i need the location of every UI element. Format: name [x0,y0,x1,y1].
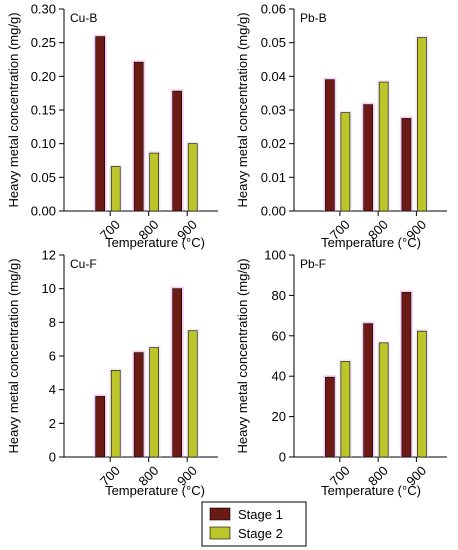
y-tick-label: 0.02 [261,136,286,151]
x-axis-label: Temperature (°C) [321,483,421,498]
bar-stage-1-800 [133,61,144,212]
x-axis-label: Temperature (°C) [105,483,205,498]
bar-stage-2-800 [149,347,159,458]
y-tick-label: 0.06 [261,2,286,17]
x-axis-label: Temperature (°C) [105,235,205,250]
y-tick-label: 80 [272,288,286,303]
y-tick-label: 100 [264,248,286,263]
bar-stage-2-800 [378,81,389,212]
bar-stage-1-900 [172,90,182,212]
bar-stage-2-700 [110,370,121,458]
y-tick-label: 60 [272,328,286,343]
legend: Stage 1 Stage 2 [201,501,307,547]
y-tick-label: 0.15 [31,103,56,118]
panel-label: Pb-F [300,257,326,271]
panel-label: Cu-F [70,257,97,271]
y-axis-label: Heavy metal concentration (mg/g) [235,258,250,453]
bar-stage-1-900 [401,118,412,212]
bar-stage-1-700 [95,36,105,212]
y-axis-label: Heavy metal concentration (mg/g) [235,12,250,207]
y-tick-label: 12 [42,248,56,263]
bar-stage-2-800 [149,152,159,212]
bar-stage-2-800 [378,342,389,458]
y-tick-label: 8 [49,315,56,330]
y-tick-label: 6 [49,349,56,364]
y-tick-label: 0.01 [261,170,286,185]
bar-stage-1-800 [363,323,373,458]
y-tick-label: 0.30 [31,2,56,17]
y-tick-label: 0.10 [31,136,56,151]
bar-stage-2-900 [187,143,198,212]
bar-stage-1-800 [363,104,373,212]
bar-stage-2-900 [417,330,427,458]
panel-label: Pb-B [300,11,327,25]
y-axis-label: Heavy metal concentration (mg/g) [6,258,21,453]
y-tick-label: 40 [272,369,286,384]
y-tick-label: 2 [49,416,56,431]
y-tick-label: 0.03 [261,103,286,118]
bar-stage-2-700 [110,166,121,212]
y-tick-label: 0 [279,450,286,465]
bar-stage-1-900 [401,292,412,458]
legend-swatch-stage-1 [209,507,231,521]
bar-stage-2-700 [340,112,351,212]
bar-stage-1-700 [325,79,335,212]
y-tick-label: 0.05 [31,170,56,185]
y-tick-label: 4 [49,382,56,397]
y-tick-label: 0.00 [261,204,286,219]
bar-stage-1-700 [95,396,105,458]
legend-label-stage-2: Stage 2 [238,526,283,541]
y-tick-label: 0.00 [31,204,56,219]
panel-label: Cu-B [70,11,97,25]
y-tick-label: 0.20 [31,69,56,84]
y-tick-label: 0.04 [261,69,286,84]
y-tick-label: 0.05 [261,35,286,50]
y-tick-label: 10 [42,281,56,296]
y-tick-label: 0.25 [31,35,56,50]
legend-label-stage-1: Stage 1 [238,507,283,522]
legend-swatch-stage-2 [209,526,231,540]
bar-stage-2-900 [187,330,198,458]
bar-stage-1-700 [325,376,335,458]
bar-stage-2-700 [340,361,351,458]
bar-stage-1-800 [133,352,144,458]
y-tick-label: 0 [49,450,56,465]
bar-stage-2-900 [417,37,427,212]
bar-stage-1-900 [172,288,182,458]
y-axis-label: Heavy metal concentration (mg/g) [6,12,21,207]
y-tick-label: 20 [272,409,286,424]
x-axis-label: Temperature (°C) [321,235,421,250]
